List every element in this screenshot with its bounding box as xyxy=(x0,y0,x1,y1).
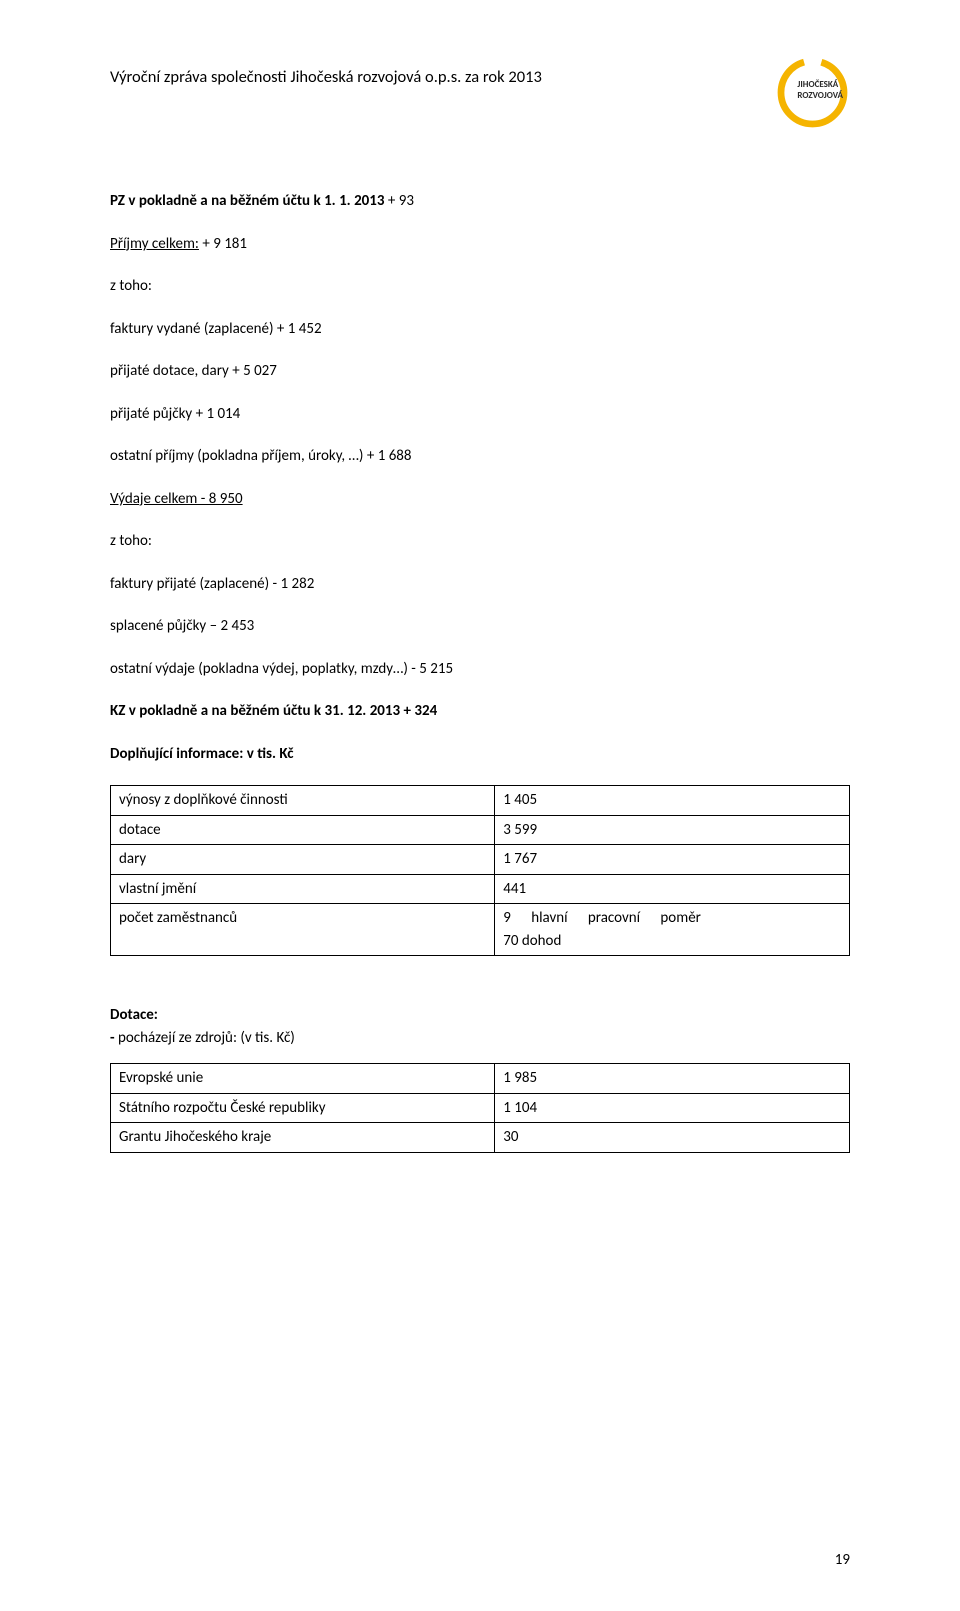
cell-label: vlastní jmění xyxy=(111,874,495,904)
prijate-pujcky: přijaté půjčky + 1 014 xyxy=(110,403,850,426)
faktury-prijate: faktury přijaté (zaplacené) - 1 282 xyxy=(110,573,850,596)
page-number: 19 xyxy=(835,1549,850,1572)
cell-value: 1 985 xyxy=(495,1064,850,1094)
logo-text-line2: ROZVOJOVÁ xyxy=(797,90,843,101)
cell-value: 30 xyxy=(495,1123,850,1153)
cell-label: Státního rozpočtu České republiky xyxy=(111,1093,495,1123)
table-row: počet zaměstnanců 9 hlavní pracovní pomě… xyxy=(111,904,850,956)
cell-label: Evropské unie xyxy=(111,1064,495,1094)
table-doplnujici: výnosy z doplňkové činnosti 1 405 dotace… xyxy=(110,785,850,956)
cell-value: 1 767 xyxy=(495,845,850,875)
table-row: Grantu Jihočeského kraje 30 xyxy=(111,1123,850,1153)
logo: JIHOČESKÁ ROZVOJOVÁ xyxy=(755,55,850,130)
table-row: výnosy z doplňkové činnosti 1 405 xyxy=(111,786,850,816)
dotace-heading-block: Dotace: - pocházejí ze zdrojů: (v tis. K… xyxy=(110,1004,850,1049)
cell-value: 3 599 xyxy=(495,815,850,845)
table-row: Státního rozpočtu České republiky 1 104 xyxy=(111,1093,850,1123)
header-title: Výroční zpráva společnosti Jihočeská roz… xyxy=(110,55,542,90)
z-toho-2: z toho: xyxy=(110,530,850,553)
cell-value: 9 hlavní pracovní poměr 70 dohod xyxy=(495,904,850,956)
cell-value: 1 405 xyxy=(495,786,850,816)
prijate-dotace: přijaté dotace, dary + 5 027 xyxy=(110,360,850,383)
ostatni-prijmy: ostatní příjmy (pokladna příjem, úroky, … xyxy=(110,445,850,468)
ostatni-vydaje: ostatní výdaje (pokladna výdej, poplatky… xyxy=(110,658,850,681)
table-row: Evropské unie 1 985 xyxy=(111,1064,850,1094)
prijmy-value: + 9 181 xyxy=(199,235,247,253)
cell-label: Grantu Jihočeského kraje xyxy=(111,1123,495,1153)
logo-text: JIHOČESKÁ ROZVOJOVÁ xyxy=(797,80,843,102)
dotace-heading: Dotace: xyxy=(110,1004,850,1027)
cell-value: 441 xyxy=(495,874,850,904)
table-row: dary 1 767 xyxy=(111,845,850,875)
content-body: PZ v pokladně a na běžném účtu k 1. 1. 2… xyxy=(110,190,850,1153)
cell-value: 1 104 xyxy=(495,1093,850,1123)
splacene-pujcky: splacené půjčky – 2 453 xyxy=(110,615,850,638)
table-row: vlastní jmění 441 xyxy=(111,874,850,904)
vydaje-label: Výdaje celkem - 8 950 xyxy=(110,488,850,511)
logo-text-line1: JIHOČESKÁ xyxy=(797,79,838,90)
doplnujici-heading: Doplňující informace: v tis. Kč xyxy=(110,743,850,766)
cell-label: počet zaměstnanců xyxy=(111,904,495,956)
pz-line: PZ v pokladně a na běžném účtu k 1. 1. 2… xyxy=(110,190,850,213)
cell-label: dotace xyxy=(111,815,495,845)
faktury-vydane: faktury vydané (zaplacené) + 1 452 xyxy=(110,318,850,341)
prijmy-label: Příjmy celkem: xyxy=(110,235,199,253)
z-toho-1: z toho: xyxy=(110,275,850,298)
pz-value: + 93 xyxy=(385,192,414,210)
cell-label: dary xyxy=(111,845,495,875)
table-dotace: Evropské unie 1 985 Státního rozpočtu Če… xyxy=(110,1063,850,1153)
prijmy-line: Příjmy celkem: + 9 181 xyxy=(110,233,850,256)
page-header: Výroční zpráva společnosti Jihočeská roz… xyxy=(110,55,850,130)
table-row: dotace 3 599 xyxy=(111,815,850,845)
dotace-subline-prefix: - xyxy=(110,1029,118,1047)
kz-line: KZ v pokladně a na běžném účtu k 31. 12.… xyxy=(110,700,850,723)
cell-label: výnosy z doplňkové činnosti xyxy=(111,786,495,816)
dotace-subline-text: pocházejí ze zdrojů: (v tis. Kč) xyxy=(118,1029,295,1047)
dotace-subline: - pocházejí ze zdrojů: (v tis. Kč) xyxy=(110,1027,850,1050)
pz-prefix: PZ v pokladně a na běžném účtu k 1. 1. 2… xyxy=(110,192,385,210)
